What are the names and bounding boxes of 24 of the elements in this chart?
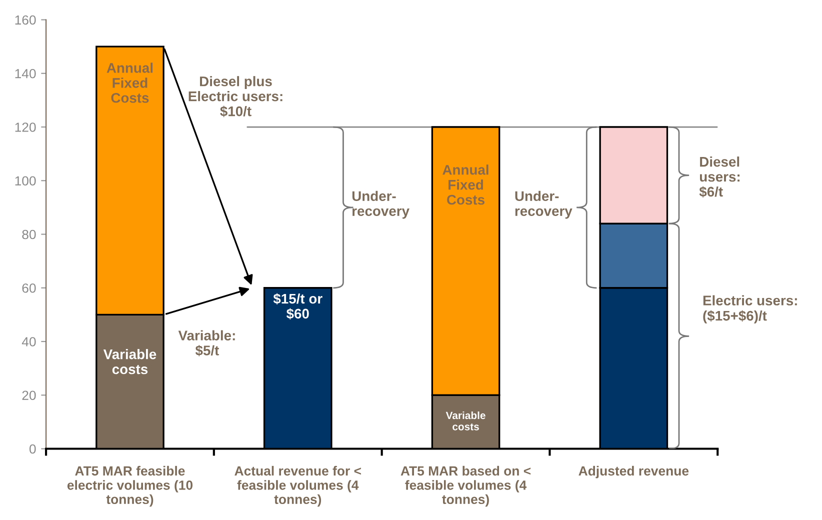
y-tick-label: 0 [29, 444, 36, 454]
y-tick-label: 100 [15, 176, 36, 186]
y-tick-label: 20 [22, 390, 36, 400]
annotation: Diesel users: $6/t [699, 156, 740, 198]
y-tick-label: 60 [22, 283, 36, 293]
annotation: Variable costs [446, 411, 486, 430]
y-tick-label: 80 [22, 230, 36, 240]
x-tick-label: AT5 MAR feasible electric volumes (10 tonnes) [67, 466, 193, 507]
y-tick-label: 120 [15, 122, 36, 132]
annotation: Under- recovery [352, 190, 410, 219]
y-tick-label: 160 [15, 15, 36, 25]
annotation: Electric users: ($15+$6)/t [703, 295, 797, 324]
annotation: Variable costs [103, 349, 156, 374]
x-tick-label: AT5 MAR based on < feasible volumes (4 tonnes) [400, 466, 531, 507]
y-tick-label: 140 [15, 68, 36, 78]
annotation: $15/t or $60 [273, 293, 322, 320]
x-tick-label: Actual revenue for < feasible volumes (4 tonnes) [234, 466, 361, 507]
x-tick-label: Adjusted revenue [578, 466, 689, 478]
annotation: Variable: $5/t [178, 330, 235, 356]
y-tick-label: 40 [22, 337, 36, 346]
annotation: Diesel plus Electric users: $10/t [188, 76, 282, 118]
annotation: Annual Fixed Costs [106, 62, 153, 103]
annotation: Under- recovery [515, 190, 572, 219]
annotation: Annual Fixed Costs [442, 164, 488, 205]
